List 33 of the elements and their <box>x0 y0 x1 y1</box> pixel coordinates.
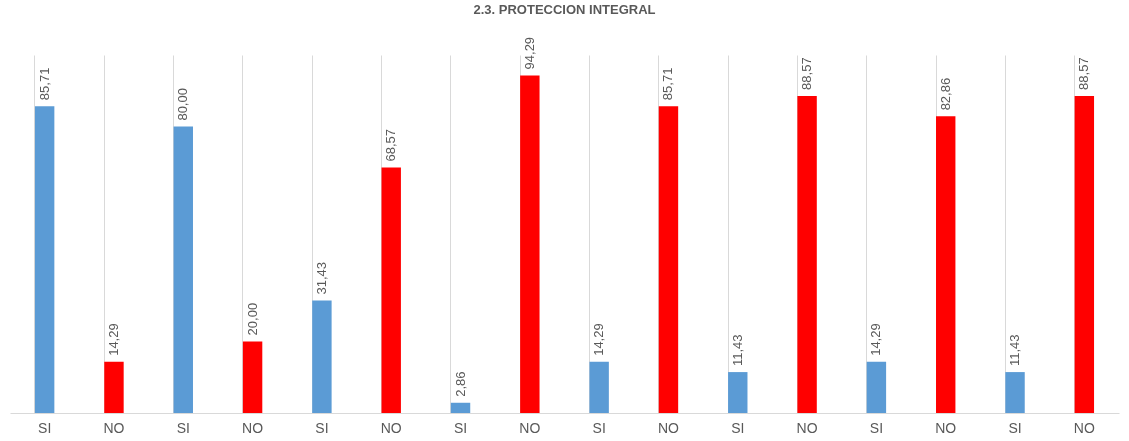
data-label: 11,43 <box>1007 334 1023 367</box>
x-tick-label: SI <box>176 419 190 436</box>
x-tick-label: NO <box>242 419 264 436</box>
x-tick-label: NO <box>1073 419 1095 436</box>
data-label: 11,43 <box>729 334 745 367</box>
x-tick-label: NO <box>796 419 818 436</box>
x-tick-label: NO <box>103 419 125 436</box>
data-label: 14,29 <box>868 323 884 356</box>
x-tick-label: SI <box>315 419 329 436</box>
x-tick-label: SI <box>38 419 52 436</box>
data-label: 68,57 <box>383 128 399 162</box>
data-label: 82,86 <box>937 77 953 111</box>
x-tick-label: NO <box>935 419 957 436</box>
x-tick-label: NO <box>380 419 402 436</box>
data-label: 88,57 <box>799 57 815 90</box>
x-tick-label: SI <box>869 419 884 436</box>
data-label: 80,00 <box>175 88 191 121</box>
x-tick-label: NO <box>519 419 541 436</box>
data-label: 14,29 <box>591 323 607 356</box>
x-tick-label: NO <box>657 419 680 436</box>
data-label: 14,29 <box>105 323 121 356</box>
data-label: 31,43 <box>313 261 329 295</box>
x-tick-label: SI <box>453 419 468 436</box>
data-label: 85,71 <box>660 67 676 101</box>
data-label: 20,00 <box>244 302 260 336</box>
x-tick-label: SI <box>731 419 745 436</box>
chart-title: 2.3. PROTECCION INTEGRAL <box>473 1 656 17</box>
data-label: 2,86 <box>452 371 468 397</box>
data-label: 85,71 <box>36 67 52 101</box>
x-tick-label: SI <box>592 419 606 436</box>
x-tick-label: SI <box>1008 419 1022 436</box>
data-label: 88,57 <box>1076 57 1092 90</box>
data-label: 94,29 <box>521 36 537 70</box>
